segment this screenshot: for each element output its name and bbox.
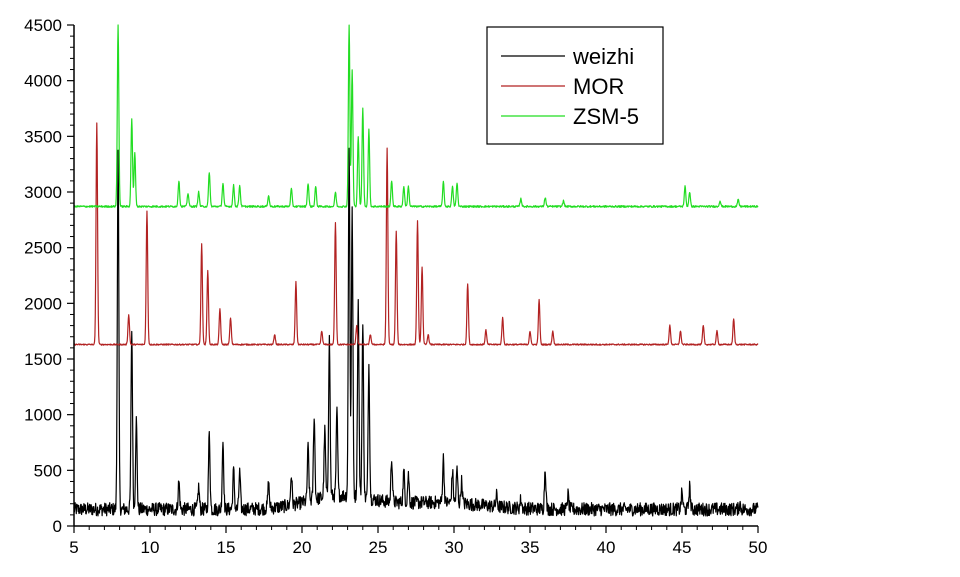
y-tick-label: 1500 <box>24 350 62 369</box>
y-tick-label: 2500 <box>24 239 62 258</box>
x-tick-label: 5 <box>69 538 78 557</box>
series-line-mor <box>73 122 759 346</box>
axes: 0 500 1000 1500 2000 2500 3000 3500 4000 4500 5 10 1… <box>24 16 767 557</box>
y-tick-label: 2000 <box>24 294 62 313</box>
y-tick-label: 3000 <box>24 183 62 202</box>
legend-label-zsm-5: ZSM-5 <box>573 104 639 129</box>
y-tick-label: 4000 <box>24 72 62 91</box>
x-tick-label: 30 <box>445 538 464 557</box>
y-tick-label: 500 <box>34 461 62 480</box>
y-tick-label: 1000 <box>24 406 62 425</box>
x-tick-label: 50 <box>749 538 768 557</box>
legend-label-mor: MOR <box>573 74 624 99</box>
y-tick-label: 3500 <box>24 127 62 146</box>
x-tick-label: 35 <box>521 538 540 557</box>
series-line-zsm-5 <box>73 24 759 208</box>
y-tick-label: 4500 <box>24 16 62 35</box>
x-tick-label: 40 <box>597 538 616 557</box>
x-tick-label: 25 <box>369 538 388 557</box>
legend: weizhi MOR ZSM-5 <box>486 26 664 145</box>
x-tick-label: 15 <box>217 538 236 557</box>
y-tick-label: 0 <box>53 517 62 536</box>
legend-label-weizhi: weizhi <box>572 44 634 69</box>
series-line-weizhi <box>73 147 759 517</box>
x-tick-label: 45 <box>673 538 692 557</box>
x-tick-label: 10 <box>141 538 160 557</box>
x-tick-label: 20 <box>293 538 312 557</box>
series-layer <box>73 24 759 517</box>
